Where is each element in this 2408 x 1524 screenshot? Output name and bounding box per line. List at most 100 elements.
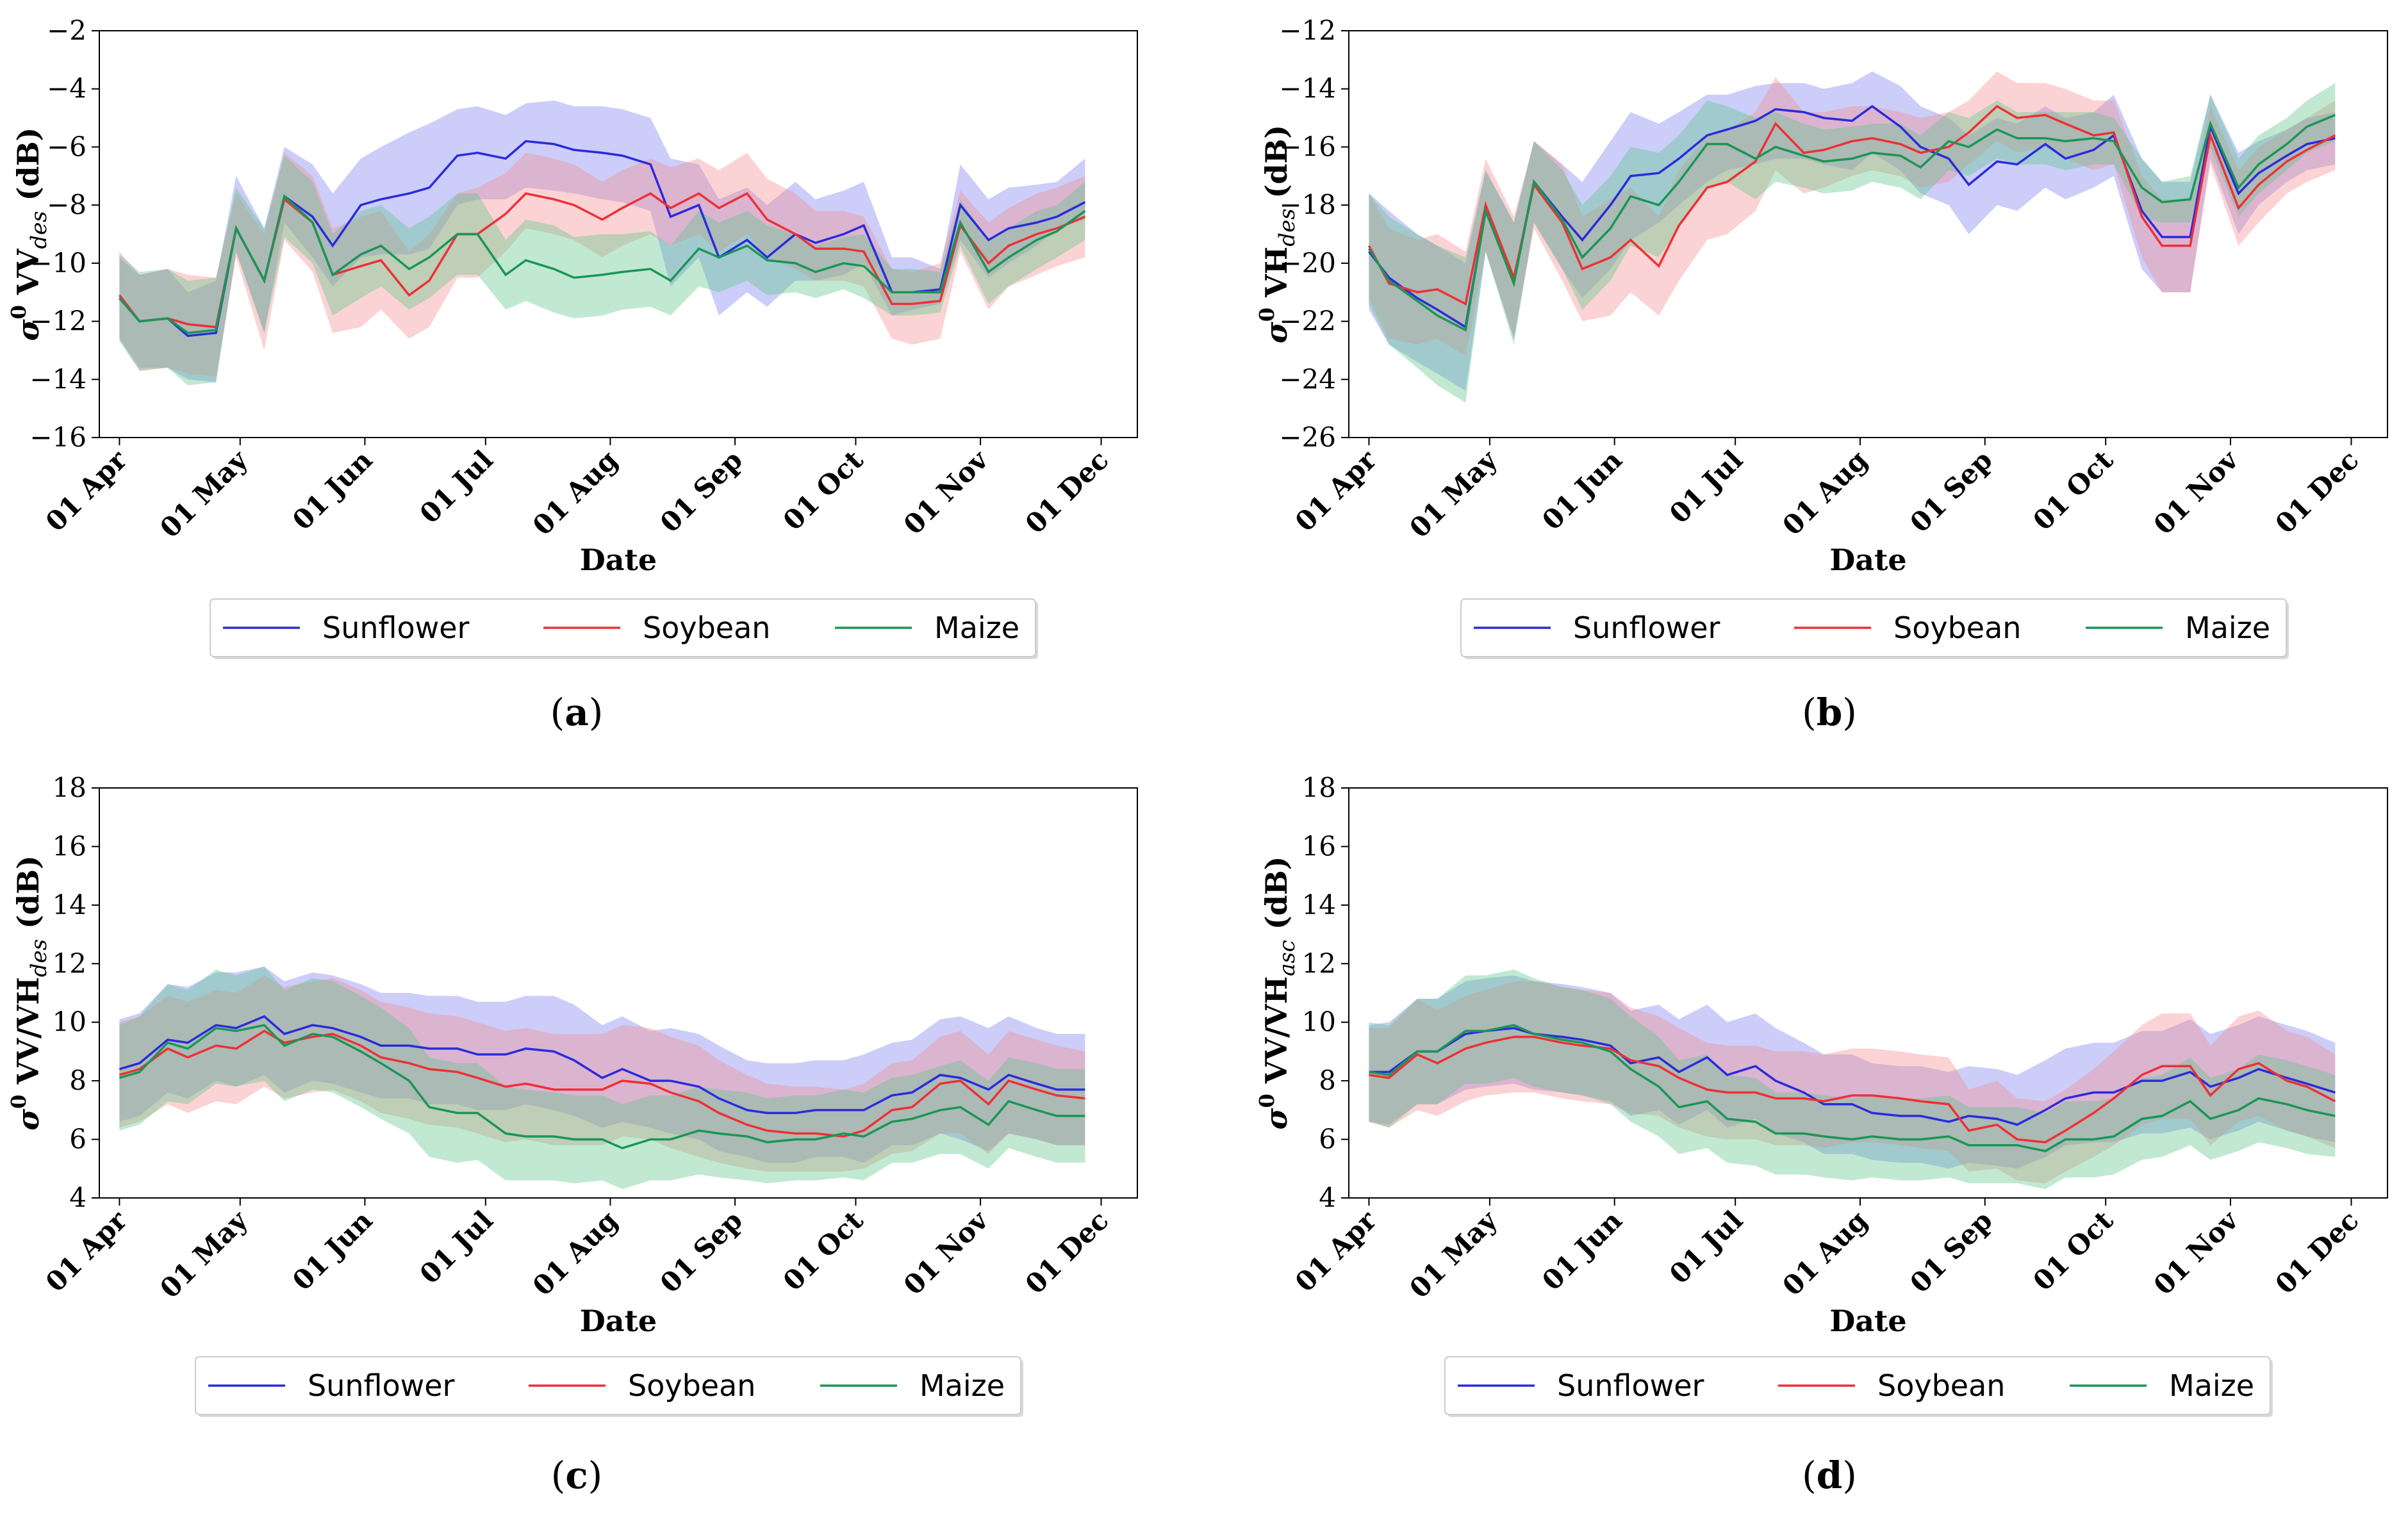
x-tick-label: 01 Dec [2269, 444, 2364, 539]
y-tick-label: −2 [47, 15, 87, 46]
band-maize [119, 156, 1085, 386]
x-tick-label: 01 Oct [2027, 1204, 2119, 1297]
x-tick-label: 01 Dec [1019, 1204, 1115, 1300]
y-tick-label: 14 [1302, 889, 1336, 921]
band-soybean [1369, 981, 2336, 1184]
y-axis-label: σ0 VV/VHasc (dB) [1255, 856, 1300, 1130]
plot-frame [99, 787, 1138, 1199]
band-sunflower [119, 100, 1085, 382]
panel-caption: (c) [551, 1454, 603, 1497]
legend: Sunflower Soybean Maize [1444, 1356, 2273, 1417]
chart-panel-a: −16 −14 −12 −10 −8 −6 −4 −2 01 Apr 01 May 01 Jun 01… [6, 15, 1138, 734]
y-axis-label: σ0 VV/VHdes (dB) [6, 855, 52, 1130]
y-tick-label: −20 [1279, 247, 1336, 279]
band-soybean [119, 975, 1085, 1172]
legend-label-sunflower: Sunflower [1557, 1368, 1704, 1403]
x-tick-label: 01 Aug [527, 444, 624, 541]
x-tick-label: 01 Jul [414, 1204, 499, 1290]
y-tick-label: 18 [1302, 772, 1336, 803]
x-tick-label: 01 May [154, 1204, 254, 1304]
band-sunflower [119, 966, 1085, 1163]
x-tick-label: 01 Oct [777, 444, 870, 536]
band-sunflower [1369, 975, 2336, 1169]
y-tick-label: −22 [1279, 306, 1336, 337]
x-tick-label: 01 Aug [527, 1204, 624, 1302]
x-tick-label: 01 May [1403, 1204, 1504, 1304]
y-tick-label: −4 [47, 73, 87, 104]
x-tick-label: 01 Aug [1776, 1204, 1874, 1302]
y-axis-label: σ0 VHdes (dB) [1255, 125, 1300, 343]
y-tick-label: 6 [1319, 1124, 1336, 1155]
legend-label-sunflower: Sunflower [322, 610, 470, 645]
line-sunflower [119, 1015, 1085, 1115]
band-soybean [119, 152, 1085, 377]
y-tick-label: 4 [69, 1182, 87, 1213]
y-tick-label: 16 [53, 830, 87, 862]
y-axis-label: σ0 VVdes (dB) [6, 127, 52, 341]
x-tick-label: 01 Nov [898, 443, 995, 541]
panel-caption: (b) [1802, 691, 1857, 734]
band-maize [1369, 83, 2336, 403]
y-tick-label: −16 [1279, 131, 1336, 162]
y-tick-label: −10 [29, 247, 87, 279]
legend-label-soybean: Soybean [1893, 610, 2021, 645]
line-maize [119, 1024, 1085, 1150]
x-tick-label: 01 Nov [2147, 1204, 2245, 1301]
y-tick-label: 12 [53, 947, 87, 979]
x-axis-label: Date [580, 543, 657, 577]
legend-label-maize: Maize [2185, 610, 2270, 645]
y-tick-label: 18 [53, 772, 87, 803]
legend: Sunflower Soybean Maize [210, 598, 1038, 659]
line-maize [119, 194, 1086, 334]
y-tick-label: 8 [1319, 1065, 1336, 1096]
x-tick-label: 01 Oct [777, 1204, 870, 1297]
x-tick-label: 01 May [154, 443, 254, 544]
x-tick-label: 01 Jun [1536, 1204, 1628, 1297]
panel-caption: (d) [1802, 1454, 1857, 1497]
x-tick-label: 01 Sep [654, 444, 748, 538]
x-tick-label: 01 Oct [2027, 444, 2119, 536]
x-tick-label: 01 Jul [414, 444, 499, 529]
y-tick-label: −12 [29, 306, 87, 337]
x-axis-label: Date [580, 1304, 657, 1338]
x-tick-label: 01 Aug [1776, 444, 1874, 541]
y-tick-label: 10 [53, 1006, 87, 1038]
band-sunflower [1369, 71, 2336, 391]
panel-caption: (a) [550, 691, 604, 734]
y-tick-label: −14 [29, 363, 87, 395]
y-tick-label: 16 [1302, 830, 1336, 862]
line-maize [1369, 1024, 2336, 1152]
y-tick-label: 4 [1319, 1182, 1336, 1213]
y-tick-label: −24 [1279, 363, 1336, 395]
y-tick-label: 14 [53, 889, 87, 921]
y-tick-label: −8 [47, 189, 87, 220]
plot-frame [1348, 30, 2388, 438]
legend-label-maize: Maize [919, 1368, 1005, 1403]
x-tick-label: 01 Jul [1663, 1204, 1749, 1290]
y-tick-label: −16 [29, 422, 87, 453]
x-tick-label: 01 Nov [2147, 443, 2245, 541]
line-soybean [1369, 1035, 2336, 1143]
x-tick-label: 01 Sep [1904, 1204, 1998, 1299]
line-maize [1367, 113, 2336, 332]
x-tick-label: 01 Apr [40, 444, 133, 537]
x-tick-label: 01 Jun [286, 444, 379, 536]
band-soybean [1369, 71, 2336, 356]
legend-label-maize: Maize [2169, 1368, 2254, 1403]
y-tick-label: 8 [69, 1065, 87, 1096]
plot-frame [99, 30, 1138, 438]
x-tick-label: 01 Nov [898, 1204, 995, 1301]
legend-label-sunflower: Sunflower [308, 1368, 455, 1403]
legend-label-maize: Maize [934, 610, 1019, 645]
chart-panel-c: 4 6 8 10 12 14 16 18 01 Apr 01 May 01 Jun 01 Jul 01 … [6, 772, 1138, 1497]
x-axis-label: Date [1829, 1304, 1906, 1338]
x-axis-label: Date [1829, 543, 1906, 577]
x-tick-label: 01 Apr [40, 1204, 133, 1298]
x-tick-label: 01 Dec [1019, 444, 1115, 539]
x-tick-label: 01 Jun [1536, 444, 1628, 536]
y-tick-label: −14 [1279, 73, 1336, 104]
legend-label-soybean: Soybean [628, 1368, 755, 1403]
legend: Sunflower Soybean Maize [195, 1356, 1023, 1417]
legend-label-soybean: Soybean [1877, 1368, 2005, 1403]
